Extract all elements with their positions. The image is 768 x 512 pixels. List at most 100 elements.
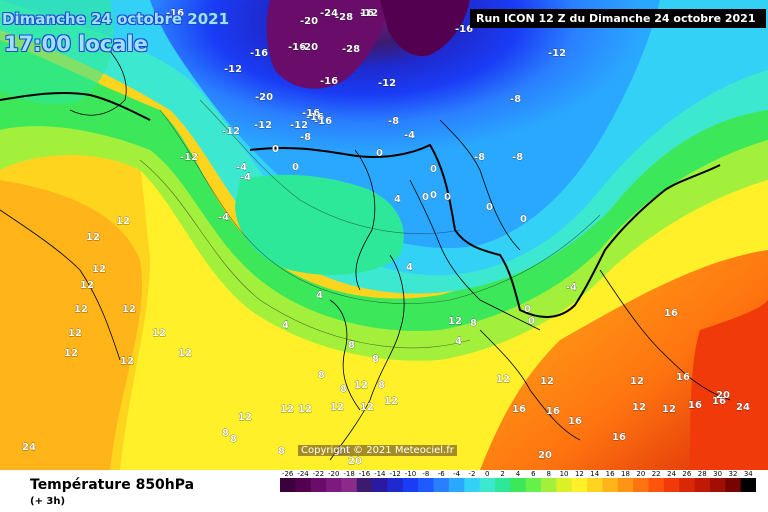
temperature-value-label: 16 bbox=[664, 308, 678, 319]
temperature-value-label: -4 bbox=[240, 172, 251, 183]
temperature-value-label: 8 bbox=[470, 318, 477, 329]
temperature-value-label: 12 bbox=[280, 404, 294, 415]
model-run-info: Run ICON 12 Z du Dimanche 24 octobre 202… bbox=[470, 9, 766, 28]
coastlines bbox=[0, 39, 731, 461]
temperature-value-label: -16 bbox=[288, 42, 306, 53]
temperature-value-label: -20 bbox=[255, 92, 273, 103]
temperature-value-label: -28 bbox=[335, 12, 353, 23]
scale-swatch bbox=[372, 478, 388, 492]
scale-tick-label: 0 bbox=[485, 470, 490, 478]
scale-tick-label: -24 bbox=[297, 470, 309, 478]
temperature-value-label: 4 bbox=[394, 194, 401, 205]
scale-swatch bbox=[464, 478, 481, 492]
west-warm-zone bbox=[0, 180, 143, 470]
scale-swatch bbox=[295, 478, 312, 492]
temperature-value-label: -12 bbox=[548, 48, 566, 59]
scale-swatch bbox=[556, 478, 573, 492]
temperature-value-label: 12 bbox=[68, 328, 82, 339]
scale-swatch bbox=[694, 478, 711, 492]
southeast-hot-zone bbox=[690, 300, 768, 470]
temperature-value-label: -12 bbox=[290, 120, 308, 131]
temperature-value-label: 24 bbox=[736, 402, 750, 413]
scale-swatch bbox=[387, 478, 404, 492]
temperature-value-label: 0 bbox=[272, 144, 279, 155]
zero-isotherm-west bbox=[0, 91, 151, 121]
scale-swatch bbox=[341, 478, 358, 492]
scale-tick-label: -22 bbox=[312, 470, 325, 478]
scale-tick-label: 10 bbox=[559, 470, 569, 478]
scale-tick-label: 2 bbox=[500, 470, 505, 478]
scale-swatch bbox=[356, 478, 373, 492]
temperature-value-label: 4 bbox=[455, 336, 462, 347]
scale-swatch bbox=[448, 478, 465, 492]
scale-tick-label: -8 bbox=[422, 470, 430, 478]
legend-tick-labels: -26 -24 -22 -20 -18 -16 -14 -12 -10 -8 -6 -4 -2 0 2 4 6 8… bbox=[280, 470, 756, 480]
temperature-value-label: 4 bbox=[282, 320, 289, 331]
temperature-value-label: 12 bbox=[64, 348, 78, 359]
scale-tick-label: 20 bbox=[636, 470, 646, 478]
temperature-value-label: 12 bbox=[74, 304, 88, 315]
temperature-value-label: -28 bbox=[342, 44, 360, 55]
scale-tick-label: 4 bbox=[515, 470, 521, 478]
temperature-value-label: 12 bbox=[298, 404, 312, 415]
temperature-value-label: 12 bbox=[384, 396, 398, 407]
temperature-value-label: 12 bbox=[116, 216, 130, 227]
zero-isotherm bbox=[249, 143, 721, 318]
temperature-value-label: 20 bbox=[348, 456, 362, 467]
temperature-value-label: -8 bbox=[512, 152, 523, 163]
temperature-value-label: -8 bbox=[300, 132, 311, 143]
scale-tick-label: 18 bbox=[621, 470, 630, 478]
lightgreen-band bbox=[0, 80, 768, 361]
scale-swatch bbox=[326, 478, 342, 492]
temperature-value-label: -20 bbox=[300, 16, 318, 27]
temperature-value-label: -8 bbox=[510, 94, 521, 105]
temperature-value-label: 8 bbox=[230, 434, 237, 445]
forecast-time: 17:00 locale bbox=[4, 32, 148, 56]
map-canvas: -12-16-20-24-28-16-12-16-20 -28 -12-16-16-… bbox=[0, 0, 768, 470]
temperature-value-label: -24 bbox=[320, 8, 338, 19]
temperature-value-label: -16 bbox=[314, 116, 332, 127]
scale-tick-label: 34 bbox=[743, 470, 753, 478]
scale-tick-label: 6 bbox=[531, 470, 536, 478]
scale-tick-label: 8 bbox=[546, 470, 551, 478]
temperature-value-label: 12 bbox=[238, 412, 252, 423]
temperature-value-label: -16 bbox=[302, 108, 320, 119]
temperature-value-label: 12 bbox=[632, 402, 646, 413]
scale-tick-label: -18 bbox=[343, 470, 355, 478]
temperature-value-label: 0 bbox=[292, 162, 299, 173]
temperature-value-label: 12 bbox=[86, 232, 100, 243]
temperature-value-label: 12 bbox=[540, 376, 554, 387]
temperature-value-label: 8 bbox=[348, 340, 355, 351]
cold-pocket bbox=[380, 0, 470, 56]
scale-swatch bbox=[418, 478, 435, 492]
scale-tick-label: 14 bbox=[590, 470, 600, 478]
scale-swatch bbox=[479, 478, 496, 492]
temperature-value-label: 0 bbox=[422, 192, 429, 203]
temperature-value-label: 24 bbox=[22, 442, 36, 453]
scale-tick-label: -10 bbox=[404, 470, 417, 478]
green-band bbox=[0, 40, 768, 331]
copyright-notice: Copyright © 2021 Meteociel.fr bbox=[298, 445, 457, 456]
temperature-value-label: -16 bbox=[455, 24, 473, 35]
scale-swatch bbox=[648, 478, 665, 492]
temperature-value-label: 12 bbox=[354, 380, 368, 391]
temperature-value-label: 20 bbox=[538, 450, 552, 461]
scale-tick-label: -4 bbox=[453, 470, 461, 478]
temperature-value-label: -12 bbox=[378, 78, 396, 89]
scale-swatch bbox=[633, 478, 650, 492]
temperature-value-label: 4 bbox=[406, 262, 413, 273]
yellow-band bbox=[120, 150, 768, 470]
temperature-value-label: -16 bbox=[306, 112, 324, 123]
nw-pocket bbox=[0, 0, 114, 105]
scale-swatch bbox=[663, 478, 680, 492]
scale-swatch bbox=[280, 478, 296, 492]
temperature-value-label: 12 bbox=[120, 356, 134, 367]
temperature-value-label: -12 bbox=[180, 152, 198, 163]
scale-tick-label: 28 bbox=[697, 470, 707, 478]
temperature-value-label: 0 bbox=[376, 148, 383, 159]
temperature-labels: -12-16-20-24-28-16-12-16-20 -28 -12-16-16-… bbox=[22, 8, 750, 467]
temperature-value-label: 16 bbox=[676, 372, 690, 383]
temperature-value-label: 16 bbox=[612, 432, 626, 443]
scale-tick-label: 30 bbox=[713, 470, 723, 478]
scale-swatch bbox=[679, 478, 696, 492]
